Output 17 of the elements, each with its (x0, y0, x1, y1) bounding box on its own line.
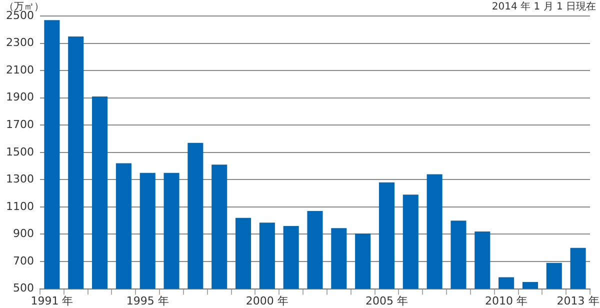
y-tick-label: 1100 (6, 200, 34, 213)
y-tick-label: 900 (12, 227, 34, 240)
x-tick-label: 1991 年 (30, 294, 74, 308)
y-tick-label: 500 (12, 282, 34, 295)
y-tick-label: 1300 (6, 172, 34, 186)
x-tick-label: 2005 年 (365, 294, 408, 308)
y-tick-label: 2300 (6, 36, 34, 50)
y-tick-label: 1900 (6, 90, 34, 104)
y-tick-label: 1700 (6, 118, 34, 131)
x-tick-label: 2013 年 (556, 294, 600, 308)
x-tick-label: 2000 年 (246, 294, 288, 308)
text: 2014 年 1 月 1 日現在 (492, 0, 596, 13)
y-tick-label: 2100 (6, 63, 34, 76)
x-tick-label: 1995 年 (126, 294, 169, 308)
x-tick-label: 2010 年 (485, 294, 528, 308)
y-tick-label: 1500 (6, 145, 34, 158)
y-tick-label: 700 (12, 254, 34, 268)
